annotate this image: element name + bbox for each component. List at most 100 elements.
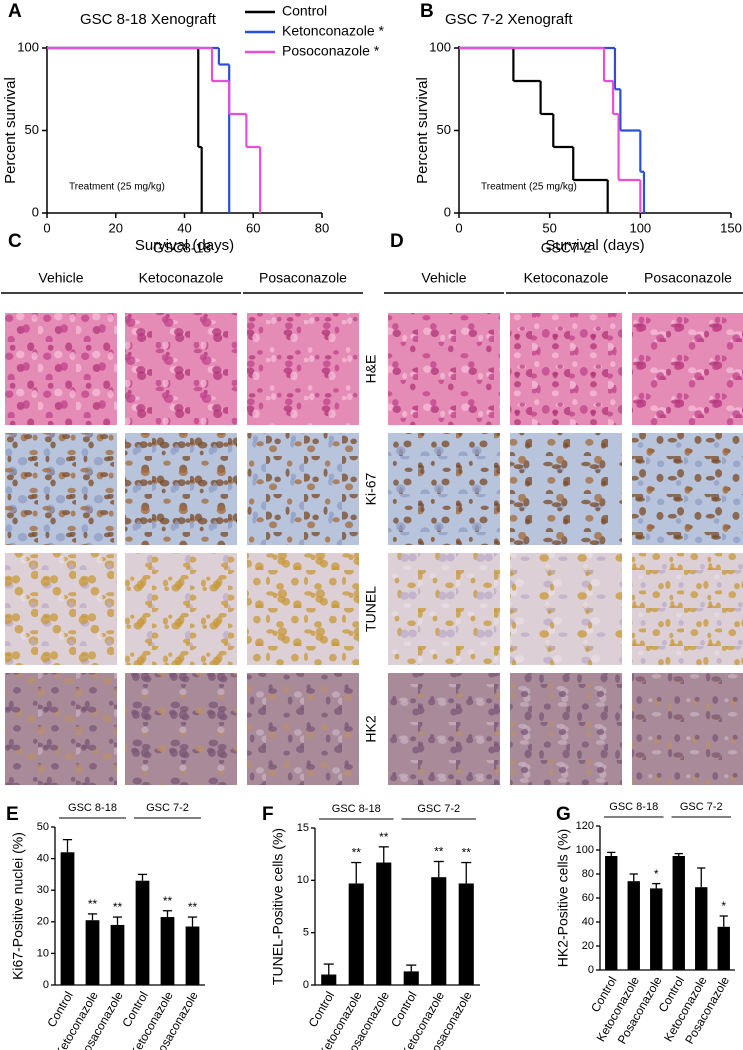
- column-label: Posaconazole: [644, 270, 732, 286]
- annotation: Treatment (25 mg/kg): [481, 182, 577, 193]
- bar: [717, 926, 730, 970]
- panel-letter: G: [556, 804, 571, 825]
- panel-letter: A: [8, 1, 22, 22]
- histology-title: GSC7-2: [541, 240, 592, 256]
- bar: [110, 924, 125, 985]
- significance: **: [379, 830, 389, 844]
- panel-letter: B: [420, 1, 434, 22]
- significance: **: [352, 846, 362, 860]
- bar: [376, 862, 392, 985]
- x-tick-label: 150: [720, 220, 742, 235]
- bar: [672, 856, 685, 970]
- histology-image: [510, 433, 622, 545]
- histology-image: [5, 313, 117, 425]
- significance: **: [113, 900, 123, 914]
- chart-title: GSC 7-2 Xenograft: [445, 11, 573, 28]
- bar: [458, 883, 474, 985]
- chart-title: GSC 8-18 Xenograft: [80, 11, 217, 28]
- y-tick-label: 40: [582, 916, 594, 928]
- histology-image: [388, 433, 500, 545]
- histology-title: GSC8-18: [153, 240, 212, 256]
- histology-image: [510, 673, 622, 785]
- x-tick-label: 80: [315, 220, 329, 235]
- group-label: GSC 8-18: [68, 802, 117, 814]
- bar: [348, 883, 364, 985]
- y-tick-label: 60: [582, 892, 594, 904]
- column-label: Ketoconazole: [139, 270, 224, 286]
- histology-image: [247, 553, 359, 665]
- significance: *: [721, 899, 726, 913]
- group-label: GSC 7-2: [680, 801, 723, 813]
- bar: [185, 926, 200, 985]
- y-tick-label: 120: [576, 820, 594, 832]
- y-tick-label: 10: [37, 947, 49, 959]
- y-tick-label: 50: [37, 821, 49, 833]
- histology-image: [247, 433, 359, 545]
- histology-image: [125, 313, 237, 425]
- group-label: GSC 7-2: [146, 802, 189, 814]
- histology-image: [5, 433, 117, 545]
- significance: **: [188, 900, 198, 914]
- x-tick-label: 20: [109, 220, 123, 235]
- stain-label: HK2: [363, 715, 379, 742]
- histology-image: [388, 553, 500, 665]
- x-tick-label: 40: [177, 220, 191, 235]
- histology-image: [388, 313, 500, 425]
- y-tick-label: 0: [43, 979, 49, 991]
- significance: **: [462, 846, 472, 860]
- y-tick-label: 50: [437, 122, 451, 137]
- bar: [321, 974, 337, 985]
- histology-image: [5, 673, 117, 785]
- histology-image: [5, 553, 117, 665]
- annotation: Treatment (25 mg/kg): [69, 182, 165, 193]
- column-label: Posaconazole: [259, 270, 347, 286]
- bar: [650, 888, 663, 970]
- panel-letter: E: [6, 804, 19, 825]
- y-tick-label: 100: [17, 39, 39, 54]
- column-label: Ketoconazole: [524, 270, 609, 286]
- histology-image: [125, 673, 237, 785]
- y-axis-label: TUNEL-Positive cells (%): [270, 828, 286, 985]
- stain-label: TUNEL: [363, 586, 379, 632]
- significance: *: [654, 867, 659, 881]
- significance: **: [434, 845, 444, 859]
- group-label: GSC 8-18: [609, 801, 658, 813]
- y-tick-label: 20: [582, 940, 594, 952]
- bar: [605, 856, 618, 970]
- significance: **: [163, 894, 173, 908]
- y-tick-label: 0: [303, 979, 309, 991]
- bar: [60, 852, 75, 985]
- y-tick-label: 15: [297, 822, 309, 834]
- y-tick-label: 100: [576, 844, 594, 856]
- x-tick-label: 50: [542, 220, 556, 235]
- histology-image: [510, 553, 622, 665]
- group-label: GSC 8-18: [332, 803, 381, 815]
- stain-label: Ki-67: [363, 472, 379, 505]
- legend-label: Control: [282, 3, 327, 19]
- x-tick-label: 60: [246, 220, 260, 235]
- y-tick-label: 100: [429, 39, 451, 54]
- stain-label: H&E: [363, 355, 379, 384]
- bar: [403, 971, 419, 985]
- y-axis-label: Percent survival: [414, 77, 431, 184]
- panel-letter: C: [8, 231, 22, 252]
- x-tick-label: 0: [43, 220, 50, 235]
- y-tick-label: 40: [37, 853, 49, 865]
- legend-label: Ketonconazole *: [282, 23, 385, 39]
- histology-image: [510, 313, 622, 425]
- panel-letter: D: [390, 231, 404, 252]
- y-tick-label: 20: [37, 916, 49, 928]
- x-tick-label: 0: [455, 220, 462, 235]
- bar: [695, 887, 708, 970]
- y-tick-label: 10: [297, 874, 309, 886]
- histology-image: [632, 313, 743, 425]
- x-axis-label: Survival (days): [135, 237, 234, 254]
- panel-letter: F: [262, 804, 274, 825]
- group-label: GSC 7-2: [417, 803, 460, 815]
- column-label: Vehicle: [421, 270, 466, 286]
- bar: [627, 881, 640, 970]
- x-tick-label: 100: [629, 220, 651, 235]
- y-axis-label: Ki67-Positive nuclei (%): [10, 832, 26, 980]
- y-tick-label: 5: [303, 927, 309, 939]
- y-tick-label: 80: [582, 868, 594, 880]
